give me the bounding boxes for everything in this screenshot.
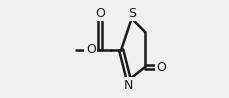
Text: O: O: [86, 43, 96, 56]
Text: O: O: [95, 6, 105, 20]
Text: O: O: [156, 61, 166, 74]
Text: S: S: [128, 7, 136, 20]
Text: N: N: [124, 79, 134, 92]
